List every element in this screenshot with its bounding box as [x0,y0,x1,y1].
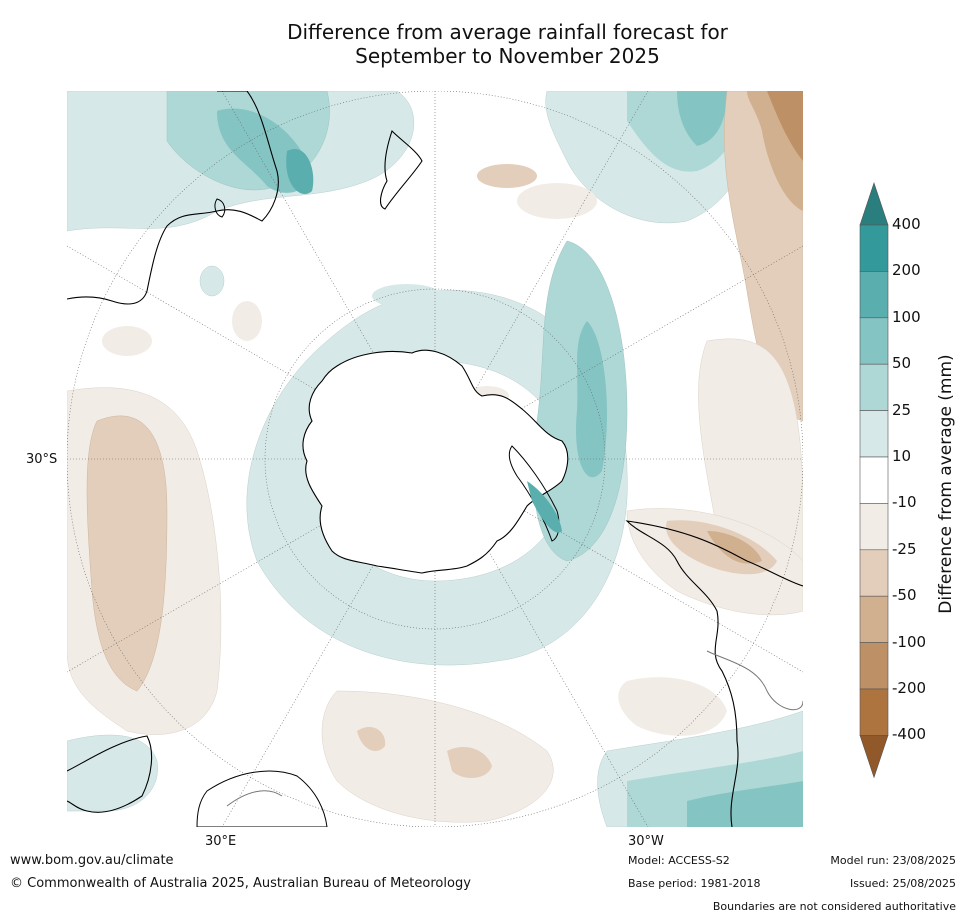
lon-label-30e: 30°E [205,834,237,849]
colorbar-tick-label: -50 [892,586,917,605]
wet-tongue-core [576,321,607,478]
colorbar-tick-label: 25 [892,400,912,419]
dry-blob-south-2 [357,726,386,751]
colorbar-tick-label: -10 [892,493,917,512]
colorbar-bin-below_m200 [859,688,889,736]
colorbar [859,182,889,779]
colorbar-title: Difference from average (mm) [936,354,956,614]
dry-patch-sam-core [707,531,762,564]
colorbar-tick-label: -200 [892,679,927,697]
colorbar-bin-c50_100 [859,317,889,365]
colorbar-tick-label: 50 [892,354,912,373]
colorbar-bin-cm50_m100 [859,595,889,643]
colorbar-bin-neutral [859,456,889,504]
colorbar-tick-label: 200 [892,261,921,280]
footer-url[interactable]: www.bom.gov.au/climate [10,853,174,868]
chart-title: Difference from average rainfall forecas… [80,20,935,68]
peninsula-wet-patch [527,481,562,533]
australia-coastline [67,91,279,305]
africa-border [226,790,283,807]
colorbar-bin-c100_200 [859,271,889,319]
colorbar-bin-c10_25 [859,410,889,458]
colorbar-tick-label: -100 [892,632,927,651]
colorbar-bin-cm25_m50 [859,549,889,597]
dry-patch-ne-core [767,91,803,161]
madagascar [196,770,328,827]
lon-label-30w: 30°W [628,834,664,849]
footer-copyright: © Commonwealth of Australia 2025, Austra… [10,876,471,891]
footer-model-run: Model run: 23/08/2025 [830,854,956,867]
footer-model: Model: ACCESS-S2 [628,854,730,867]
tasmania [214,198,226,218]
antarctic-peninsula [508,445,560,542]
dry-blob-1 [477,164,537,188]
dry-blob-2 [517,183,597,219]
footer-base-period: Base period: 1981-2018 [628,877,761,890]
wet-patch-sw [67,734,158,812]
colorbar-bin-above_200 [859,224,889,272]
dry-patch-se [618,677,727,736]
andes-border [706,650,803,711]
wet-patch-nw-center [286,149,314,195]
colorbar-tick-label: -25 [892,539,917,558]
africa-coastline [67,735,153,813]
colorbar-tick-label: 100 [892,307,921,326]
wet-blob-2 [372,284,442,308]
wet-patch-ne-core [677,91,727,146]
dry-blob-5 [232,301,262,341]
title-line-1: Difference from average rainfall forecas… [287,20,728,44]
wet-patch-se-core [687,781,803,827]
footer-issued: Issued: 25/08/2025 [849,877,956,890]
wet-blob-1 [199,265,225,297]
colorbar-tick-label: 400 [892,215,921,233]
colorbar-tick-label: 10 [892,447,912,465]
colorbar-bin-cm100_m200 [859,642,889,690]
antarctica-coastline [302,349,569,574]
title-line-2: September to November 2025 [355,44,660,68]
colorbar-under-arrow [859,735,889,779]
dry-blob-south-1 [447,746,492,778]
dry-patch-west-strong [86,415,168,692]
footer-disclaimer: Boundaries are not considered authoritat… [712,900,956,913]
lat-label-30s: 30°S [26,452,58,467]
colorbar-bin-cm10_m25 [859,503,889,551]
dry-patch-south [321,690,554,823]
colorbar-over-arrow [859,182,889,226]
dry-blob-3 [102,326,152,356]
rainfall-anomaly-map [67,91,803,827]
south-america-coastline [625,520,803,827]
colorbar-tick-label: -400 [892,725,927,744]
wet-patch-nw-core [217,108,309,193]
new-zealand [379,129,423,210]
colorbar-bin-c25_50 [859,363,889,411]
